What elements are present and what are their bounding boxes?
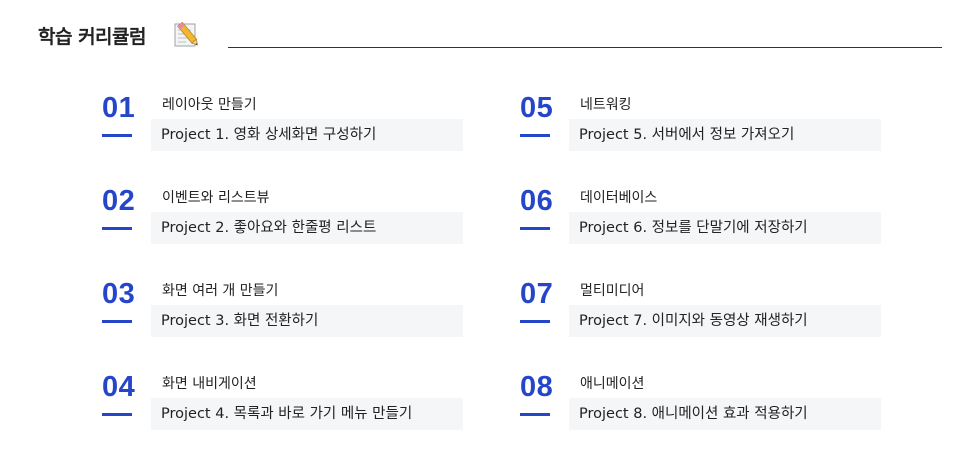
- item-heading: 멀티미디어: [580, 283, 645, 299]
- item-number: 04: [102, 371, 136, 403]
- curriculum-item: 01 레이아웃 만들기 Project 1. 영화 상세화면 구성하기: [100, 92, 463, 185]
- project-box: Project 7. 이미지와 동영상 재생하기: [569, 305, 881, 337]
- number-underline: [102, 320, 132, 323]
- curriculum-column-right: 05 네트워킹 Project 5. 서버에서 정보 가져오기 06 데이터베이…: [518, 92, 881, 464]
- project-box: Project 6. 정보를 단말기에 저장하기: [569, 212, 881, 244]
- project-box: Project 5. 서버에서 정보 가져오기: [569, 119, 881, 151]
- item-heading: 네트워킹: [580, 97, 632, 113]
- item-number: 06: [520, 185, 554, 217]
- item-heading: 데이터베이스: [580, 190, 658, 206]
- number-underline: [102, 413, 132, 416]
- item-number: 01: [102, 92, 136, 124]
- item-number: 05: [520, 92, 554, 124]
- curriculum-item: 06 데이터베이스 Project 6. 정보를 단말기에 저장하기: [518, 185, 881, 278]
- project-box: Project 2. 좋아요와 한줄평 리스트: [151, 212, 463, 244]
- number-underline: [520, 320, 550, 323]
- item-number: 08: [520, 371, 554, 403]
- curriculum-item: 08 애니메이션 Project 8. 애니메이션 효과 적용하기: [518, 371, 881, 464]
- item-heading: 애니메이션: [580, 376, 645, 392]
- curriculum-column-left: 01 레이아웃 만들기 Project 1. 영화 상세화면 구성하기 02 이…: [100, 92, 463, 464]
- number-underline: [102, 134, 132, 137]
- curriculum-item: 07 멀티미디어 Project 7. 이미지와 동영상 재생하기: [518, 278, 881, 371]
- item-heading: 화면 내비게이션: [162, 376, 257, 392]
- project-box: Project 4. 목록과 바로 가기 메뉴 만들기: [151, 398, 463, 430]
- item-heading: 이벤트와 리스트뷰: [162, 190, 270, 206]
- item-heading: 레이아웃 만들기: [162, 97, 257, 113]
- memo-pencil-icon: [174, 21, 198, 47]
- item-number: 07: [520, 278, 554, 310]
- project-box: Project 3. 화면 전환하기: [151, 305, 463, 337]
- number-underline: [520, 413, 550, 416]
- project-box: Project 8. 애니메이션 효과 적용하기: [569, 398, 881, 430]
- page-title: 학습 커리큘럼: [38, 26, 147, 48]
- header-divider: [228, 47, 942, 48]
- number-underline: [102, 227, 132, 230]
- curriculum-item: 05 네트워킹 Project 5. 서버에서 정보 가져오기: [518, 92, 881, 185]
- curriculum-header: 학습 커리큘럼: [38, 14, 942, 54]
- project-box: Project 1. 영화 상세화면 구성하기: [151, 119, 463, 151]
- item-number: 02: [102, 185, 136, 217]
- curriculum-item: 04 화면 내비게이션 Project 4. 목록과 바로 가기 메뉴 만들기: [100, 371, 463, 464]
- curriculum-item: 02 이벤트와 리스트뷰 Project 2. 좋아요와 한줄평 리스트: [100, 185, 463, 278]
- curriculum-item: 03 화면 여러 개 만들기 Project 3. 화면 전환하기: [100, 278, 463, 371]
- number-underline: [520, 227, 550, 230]
- item-number: 03: [102, 278, 136, 310]
- item-heading: 화면 여러 개 만들기: [162, 283, 279, 299]
- number-underline: [520, 134, 550, 137]
